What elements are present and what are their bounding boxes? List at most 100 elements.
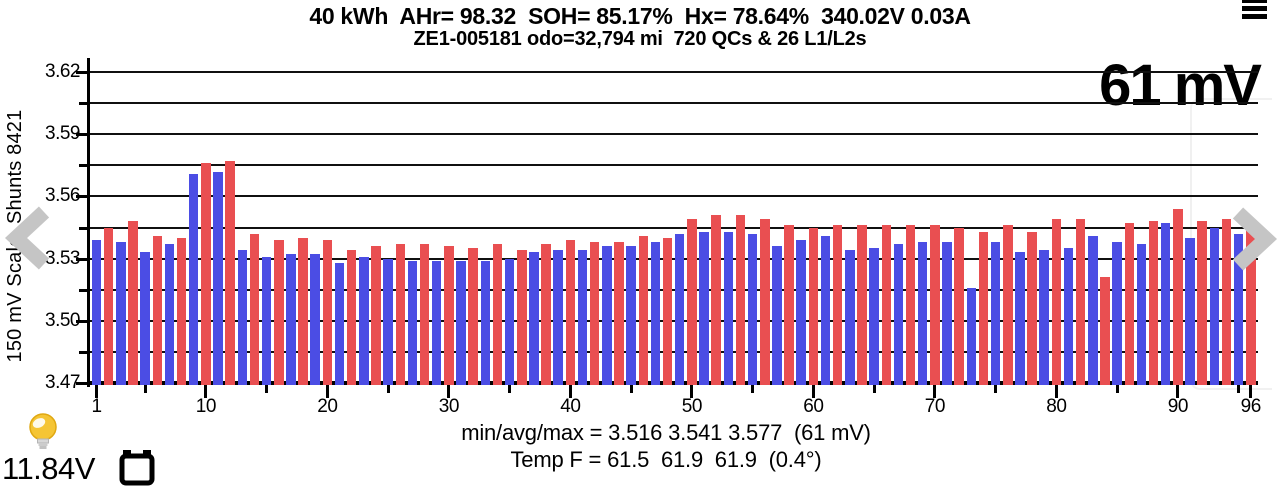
y-minor-tick	[79, 164, 87, 168]
cell-bar	[760, 219, 770, 385]
cell-bar	[188, 173, 199, 385]
cell-bar	[1185, 237, 1195, 385]
y-minor-tick	[79, 226, 87, 230]
x-tick-label: 80	[1046, 396, 1067, 417]
cell-bar	[176, 237, 187, 385]
x-tick-label: 1	[91, 396, 102, 417]
x-tick-label: 50	[681, 396, 703, 417]
cell-bar	[553, 250, 563, 385]
x-minor-tick	[386, 385, 390, 393]
prev-page-button[interactable]	[2, 206, 54, 270]
cell-bar	[298, 237, 308, 385]
cell-bar	[1233, 233, 1244, 385]
cell-bar	[1209, 227, 1220, 385]
x-tick-label: 10	[195, 396, 217, 417]
cell-bar	[772, 246, 782, 385]
cell-bar	[152, 235, 162, 385]
cell-bar	[966, 287, 977, 385]
cell-bar	[917, 242, 928, 385]
stats-summary: min/avg/max = 3.516 3.541 3.577 (61 mV)	[461, 420, 871, 445]
next-page-button[interactable]	[1228, 207, 1280, 271]
lightbulb-icon	[29, 413, 57, 449]
gridline	[90, 288, 1258, 291]
cell-bar	[1039, 250, 1049, 385]
cell-bar	[747, 233, 758, 385]
cell-bar	[201, 163, 211, 385]
cell-bar	[261, 256, 272, 385]
chevron-right-icon	[1232, 207, 1278, 271]
menu-icon	[1242, 0, 1267, 3]
cell-bar	[1173, 208, 1183, 385]
screen-on-toggle[interactable]	[24, 412, 62, 456]
cell-bar	[334, 262, 345, 385]
gridline	[90, 102, 1258, 105]
gridline	[90, 226, 1258, 229]
cell-bar	[213, 171, 223, 385]
y-major-tick	[76, 319, 87, 323]
cell-bar	[249, 233, 260, 385]
y-tick-label: 3.47	[45, 372, 80, 393]
menu-button[interactable]	[1242, 0, 1267, 23]
x-axis-line	[87, 381, 1258, 385]
aux-battery-voltage: 11.84V	[2, 451, 95, 486]
cell-bar	[140, 252, 150, 385]
cell-bar	[274, 239, 284, 385]
cell-bar	[225, 161, 235, 385]
cell-bar	[711, 215, 721, 385]
cell-bar	[492, 244, 503, 385]
cell-bar	[857, 225, 867, 385]
x-major-tick	[568, 385, 572, 398]
cell-bar	[91, 239, 102, 385]
x-major-tick	[95, 385, 98, 398]
cell-bar	[1148, 221, 1159, 385]
cell-bar	[1003, 225, 1013, 385]
cell-bar	[602, 246, 612, 385]
x-major-tick	[204, 385, 208, 398]
cell-bar	[869, 248, 879, 385]
y-minor-tick	[79, 102, 87, 106]
gridline	[90, 164, 1258, 167]
cell-bar	[687, 219, 697, 385]
cell-bar	[359, 256, 369, 385]
cell-bar	[954, 227, 964, 385]
gridline	[90, 319, 1258, 322]
cell-bar	[1075, 219, 1086, 385]
cell-bar	[407, 260, 418, 385]
gridline	[90, 133, 1258, 136]
cell-bar	[517, 250, 527, 385]
cell-bar	[237, 250, 248, 385]
y-minor-tick	[79, 288, 87, 292]
cell-bar	[383, 258, 393, 385]
y-minor-tick	[79, 350, 87, 354]
x-major-tick	[447, 385, 451, 398]
cell-bar	[116, 242, 126, 385]
cell-bar	[784, 225, 794, 385]
cell-bar	[1160, 223, 1171, 385]
x-minor-tick	[629, 385, 633, 393]
x-tick-label: 20	[317, 396, 338, 417]
vehicle-info-line: ZE1-005181 odo=32,794 mi 720 QCs & 26 L1…	[413, 28, 867, 50]
y-major-tick	[76, 71, 87, 74]
x-major-tick	[933, 385, 937, 398]
cell-bar	[614, 242, 624, 385]
cell-bar	[164, 244, 175, 385]
battery-icon[interactable]	[119, 449, 159, 486]
x-minor-tick	[143, 385, 147, 393]
cell-bar	[577, 250, 588, 385]
cell-bar	[978, 231, 989, 385]
x-major-tick	[690, 385, 694, 398]
x-minor-tick	[751, 385, 755, 393]
gridline	[90, 257, 1258, 260]
cell-bar	[371, 246, 381, 385]
chevron-left-icon	[4, 206, 50, 270]
cell-bar	[1112, 242, 1122, 385]
x-major-tick	[325, 385, 329, 398]
y-tick-label: 3.53	[45, 247, 80, 269]
x-minor-tick	[508, 385, 512, 393]
cell-bar	[529, 252, 539, 385]
cell-bar	[1246, 221, 1256, 385]
y-tick-label: 3.62	[45, 61, 80, 82]
y-tick-label: 3.50	[45, 309, 80, 331]
cell-bar	[1124, 223, 1134, 385]
